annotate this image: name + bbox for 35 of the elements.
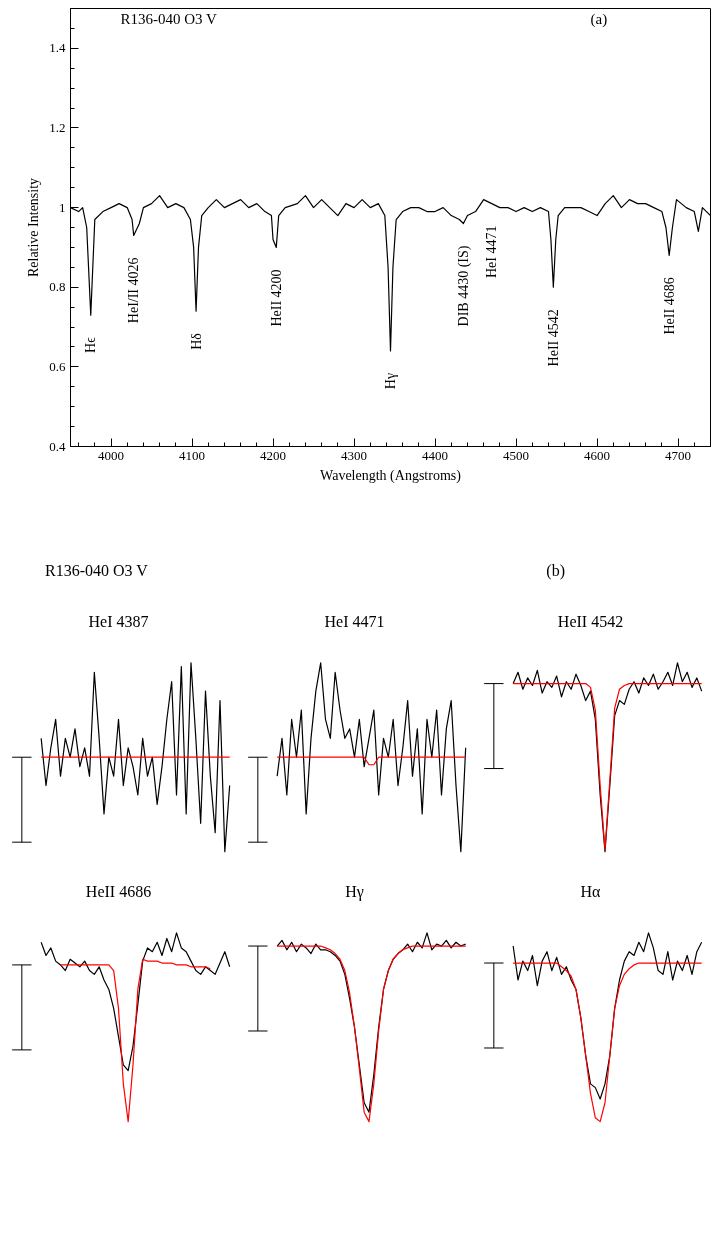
chart-title: HeI 4471: [324, 612, 385, 630]
y-tick-label: 1: [59, 199, 66, 215]
x-tick-label: 4100: [179, 447, 206, 463]
x-tick-label: 4700: [665, 447, 692, 463]
y-tick-label: 0.6: [49, 358, 66, 374]
x-tick-label: 4400: [422, 447, 449, 463]
text: (b): [546, 561, 565, 582]
chart-title: HeI 4387: [88, 612, 149, 630]
chart-title: HeII 4542: [557, 612, 624, 630]
x-tick-label: 4500: [503, 447, 530, 463]
annotation: HeI/II 4026: [126, 257, 142, 324]
annotation: HeII 4542: [545, 309, 561, 367]
x-tick-label: 4000: [98, 447, 125, 463]
chart-title: HeII 4686: [85, 882, 152, 900]
annotation: (a): [590, 10, 608, 28]
y-tick-label: 0.4: [49, 438, 66, 454]
x-tick-label: 4200: [260, 447, 287, 463]
annotation: DIB 4430 (IS): [455, 245, 472, 327]
y-axis-title: Relative Intensity: [26, 177, 42, 278]
x-tick-label: 4300: [341, 447, 368, 463]
annotation: HeI 4471: [484, 225, 500, 279]
x-axis-title: Wavelength (Angstroms): [320, 467, 462, 484]
annotation: Hδ: [188, 332, 204, 350]
y-tick-label: 1.4: [49, 40, 66, 56]
annotation: HeII 4686: [661, 277, 677, 335]
annotation: Hγ: [383, 372, 398, 390]
annotation: R136-040 O3 V: [120, 10, 218, 27]
chart-title: Hα: [580, 882, 602, 900]
y-tick-label: 0.8: [49, 279, 66, 295]
x-tick-label: 4600: [584, 447, 611, 463]
y-tick-label: 1.2: [49, 119, 66, 135]
annotation: HeII 4200: [268, 269, 284, 327]
chart-title: Hγ: [345, 882, 364, 901]
text: R136-040 O3 V: [45, 561, 148, 581]
annotation: Hϵ: [83, 336, 99, 353]
